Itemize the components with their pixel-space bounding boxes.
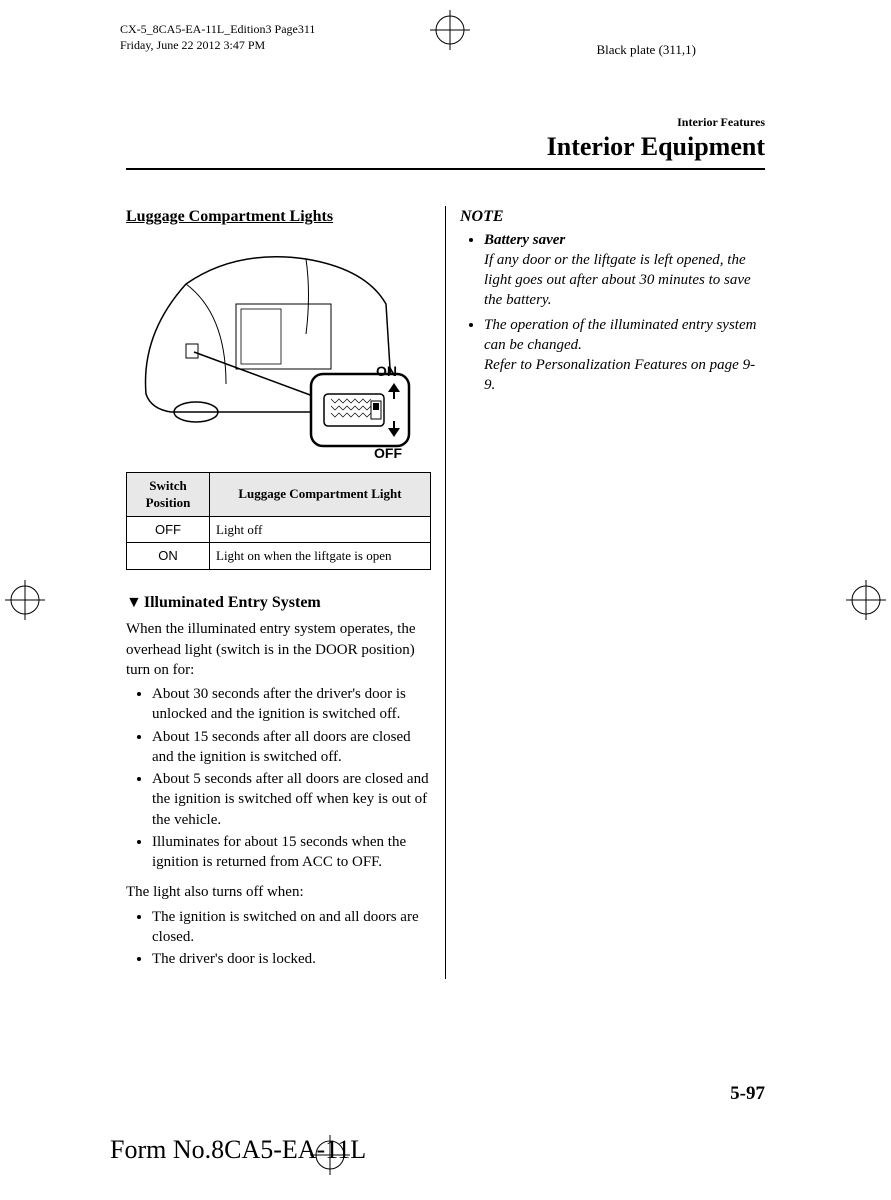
cell-position: ON xyxy=(127,543,210,570)
entry-system-heading: Illuminated Entry System xyxy=(126,592,431,614)
list-item: About 15 seconds after all doors are clo… xyxy=(152,727,431,768)
off-intro: The light also turns off when: xyxy=(126,882,431,902)
black-plate-label: Black plate (311,1) xyxy=(596,42,696,58)
form-number: Form No.8CA5-EA-11L xyxy=(110,1135,366,1165)
note-body: The operation of the illuminated entry s… xyxy=(484,317,756,353)
breadcrumb: Interior Features xyxy=(48,115,765,130)
off-label: OFF xyxy=(374,444,402,463)
list-item: Illuminates for about 15 seconds when th… xyxy=(152,832,431,873)
page-number: 5-97 xyxy=(730,1083,765,1105)
crop-mark-icon xyxy=(430,10,470,50)
note-heading: NOTE xyxy=(460,206,765,228)
table-header-row: Switch Position Luggage Compartment Ligh… xyxy=(127,472,431,516)
cell-desc: Light on when the liftgate is open xyxy=(210,543,431,570)
col-header-position: Switch Position xyxy=(127,472,210,516)
cell-desc: Light off xyxy=(210,516,431,543)
left-column: Luggage Compartment Lights xyxy=(126,206,446,979)
note-body: If any door or the liftgate is left open… xyxy=(484,252,751,309)
doc-timestamp: Friday, June 22 2012 3:47 PM xyxy=(120,38,315,54)
col-header-light: Luggage Compartment Light xyxy=(210,472,431,516)
off-bullets: The ignition is switched on and all door… xyxy=(126,907,431,970)
note-subtitle: Battery saver xyxy=(484,232,565,248)
page-frame: Interior Features Interior Equipment Lug… xyxy=(48,95,843,1115)
luggage-diagram: ON OFF xyxy=(126,234,431,464)
on-label: ON xyxy=(376,362,397,381)
crop-mark-icon xyxy=(846,580,886,620)
note-ref: Refer to Personalization Features on pag… xyxy=(484,357,755,393)
list-item: About 30 seconds after the driver's door… xyxy=(152,684,431,725)
page-title: Interior Equipment xyxy=(48,132,765,162)
doc-meta: CX-5_8CA5-EA-11L_Edition3 Page311 Friday… xyxy=(120,22,315,53)
table-row: OFF Light off xyxy=(127,516,431,543)
crop-mark-icon xyxy=(5,580,45,620)
switch-table: Switch Position Luggage Compartment Ligh… xyxy=(126,472,431,570)
list-item: The operation of the illuminated entry s… xyxy=(484,315,765,396)
right-column: NOTE Battery saver If any door or the li… xyxy=(446,206,765,979)
doc-id: CX-5_8CA5-EA-11L_Edition3 Page311 xyxy=(120,22,315,38)
list-item: The driver's door is locked. xyxy=(152,949,431,969)
cell-position: OFF xyxy=(127,516,210,543)
list-item: Battery saver If any door or the liftgat… xyxy=(484,230,765,311)
title-rule xyxy=(126,168,765,170)
list-item: About 5 seconds after all doors are clos… xyxy=(152,769,431,830)
entry-intro: When the illuminated entry system operat… xyxy=(126,619,431,680)
luggage-heading: Luggage Compartment Lights xyxy=(126,206,431,228)
list-item: The ignition is switched on and all door… xyxy=(152,907,431,948)
content-columns: Luggage Compartment Lights xyxy=(126,206,765,979)
table-row: ON Light on when the liftgate is open xyxy=(127,543,431,570)
note-list: Battery saver If any door or the liftgat… xyxy=(460,230,765,396)
entry-bullets: About 30 seconds after the driver's door… xyxy=(126,684,431,872)
